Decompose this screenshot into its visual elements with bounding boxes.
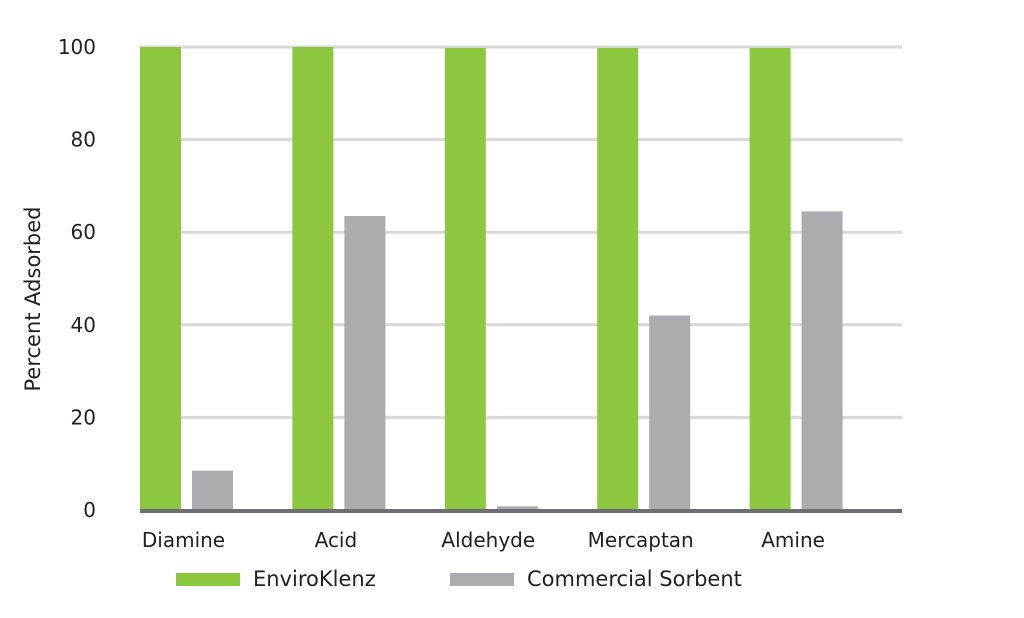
x-tick-label: Mercaptan (588, 528, 694, 552)
bar-commercial-sorbent-mercaptan (649, 315, 691, 510)
bar-enviroklenz-amine (749, 47, 791, 511)
y-tick-label: 80 (71, 128, 96, 152)
legend-swatch (176, 573, 240, 586)
x-tick-label: Amine (761, 528, 825, 552)
legend-label: EnviroKlenz (253, 567, 376, 591)
y-axis-title: Percent Adsorbed (21, 206, 45, 391)
legend-swatch (450, 573, 514, 586)
y-tick-label: 60 (71, 220, 96, 244)
y-tick-label: 40 (71, 313, 96, 337)
legend: EnviroKlenz Commercial Sorbent (176, 567, 742, 591)
x-tick-label: Aldehyde (441, 528, 535, 552)
x-tick-label: Acid (315, 528, 358, 552)
bar-enviroklenz-acid (292, 47, 334, 510)
bar-commercial-sorbent-acid (344, 215, 386, 510)
bar-commercial-sorbent-diamine (192, 470, 233, 510)
y-tick-label: 20 (71, 405, 96, 429)
bar-enviroklenz-aldehyde (444, 47, 486, 511)
bars (140, 47, 843, 511)
x-tick-labels: Diamine Acid Aldehyde Mercaptan Amine (142, 528, 825, 552)
y-tick-labels: 0 20 40 60 80 100 (58, 35, 96, 522)
bar-enviroklenz-mercaptan (597, 47, 639, 511)
legend-label: Commercial Sorbent (527, 567, 742, 591)
y-tick-label: 0 (83, 498, 96, 522)
x-tick-label: Diamine (142, 528, 225, 552)
y-tick-label: 100 (58, 35, 96, 59)
bar-enviroklenz-diamine (140, 47, 181, 510)
bar-commercial-sorbent-amine (801, 211, 843, 511)
bar-commercial-sorbent-aldehyde (496, 506, 538, 510)
